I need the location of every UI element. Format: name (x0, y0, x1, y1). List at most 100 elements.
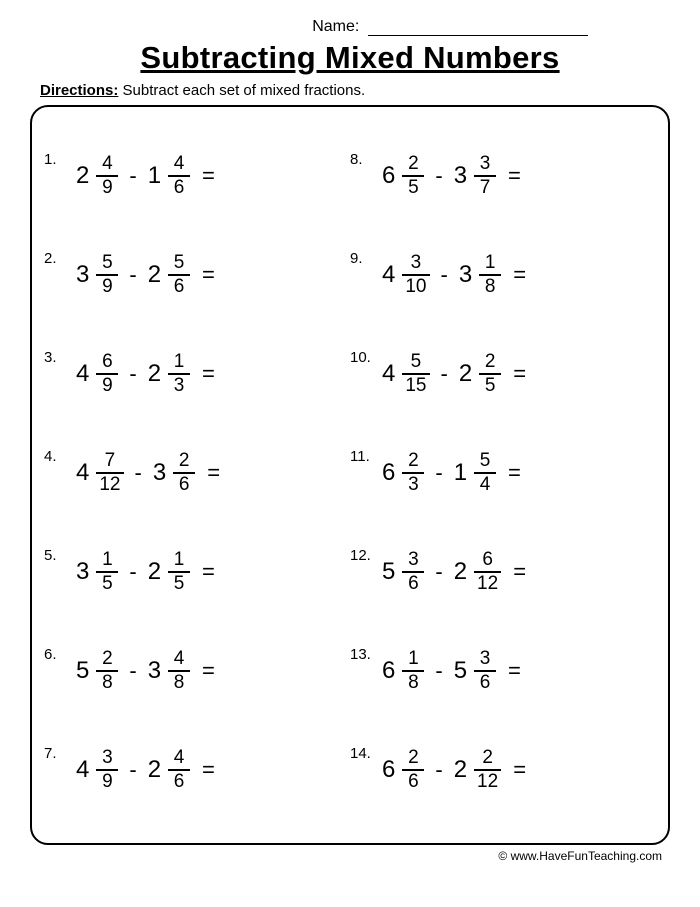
fraction: 36 (474, 649, 496, 692)
denominator: 6 (171, 177, 188, 198)
numerator: 4 (99, 154, 116, 175)
problem-number: 1. (44, 131, 70, 168)
whole-part: 6 (382, 459, 395, 487)
problem: 1.249-146= (44, 131, 350, 221)
whole-part: 1 (148, 162, 161, 190)
problem: 5.315-215= (44, 527, 350, 617)
numerator: 4 (171, 649, 188, 670)
numerator: 3 (477, 154, 494, 175)
fraction: 56 (168, 253, 190, 296)
denominator: 9 (99, 177, 116, 198)
fraction: 15 (96, 550, 118, 593)
mixed-number: 625 (382, 154, 424, 197)
operator-minus: - (135, 460, 142, 486)
mixed-number: 359 (76, 253, 118, 296)
fraction: 612 (474, 550, 501, 593)
whole-part: 2 (454, 756, 467, 784)
denominator: 3 (405, 474, 422, 495)
whole-part: 1 (454, 459, 467, 487)
mixed-number: 528 (76, 649, 118, 692)
page-title: Subtracting Mixed Numbers (30, 40, 670, 76)
problem: 12.536-2612= (350, 527, 656, 617)
fraction: 49 (96, 154, 118, 197)
mixed-number: 536 (382, 550, 424, 593)
problem-number: 4. (44, 428, 70, 465)
fraction: 69 (96, 352, 118, 395)
fraction: 26 (173, 451, 195, 494)
numerator: 7 (102, 451, 119, 472)
whole-part: 2 (76, 162, 89, 190)
whole-part: 3 (76, 558, 89, 586)
problem-number: 5. (44, 527, 70, 564)
fraction: 15 (168, 550, 190, 593)
fraction: 310 (402, 253, 429, 296)
column-left: 1.249-146=2.359-256=3.469-213=4.4712-326… (44, 127, 350, 833)
whole-part: 2 (148, 360, 161, 388)
operator-minus: - (435, 757, 442, 783)
whole-part: 6 (382, 756, 395, 784)
problem-number: 9. (350, 230, 376, 267)
denominator: 12 (474, 771, 501, 792)
problem-number: 3. (44, 329, 70, 366)
fraction: 25 (479, 352, 501, 395)
operator-minus: - (435, 163, 442, 189)
equals-sign: = (202, 757, 215, 783)
operator-minus: - (129, 559, 136, 585)
problem: 2.359-256= (44, 230, 350, 320)
equals-sign: = (508, 460, 521, 486)
fraction: 515 (402, 352, 429, 395)
equals-sign: = (202, 262, 215, 288)
numerator: 1 (99, 550, 116, 571)
problem: 9.4310-318= (350, 230, 656, 320)
whole-part: 4 (76, 360, 89, 388)
mixed-number: 2212 (454, 748, 502, 791)
equals-sign: = (508, 163, 521, 189)
problem-number: 13. (350, 626, 376, 663)
denominator: 8 (99, 672, 116, 693)
denominator: 6 (405, 771, 422, 792)
denominator: 5 (171, 573, 188, 594)
operator-minus: - (129, 163, 136, 189)
whole-part: 2 (148, 756, 161, 784)
name-input-line[interactable] (368, 22, 588, 36)
equals-sign: = (513, 262, 526, 288)
fraction: 37 (474, 154, 496, 197)
numerator: 3 (405, 550, 422, 571)
whole-part: 2 (148, 558, 161, 586)
denominator: 6 (477, 672, 494, 693)
denominator: 6 (405, 573, 422, 594)
whole-part: 2 (454, 558, 467, 586)
numerator: 2 (99, 649, 116, 670)
whole-part: 5 (382, 558, 395, 586)
fraction: 59 (96, 253, 118, 296)
whole-part: 2 (148, 261, 161, 289)
name-line: Name: (30, 18, 670, 36)
fraction: 46 (168, 154, 190, 197)
problem-box: 1.249-146=2.359-256=3.469-213=4.4712-326… (30, 105, 670, 845)
denominator: 15 (402, 375, 429, 396)
directions: Directions: Subtract each set of mixed f… (40, 82, 670, 99)
fraction: 26 (402, 748, 424, 791)
operator-minus: - (435, 559, 442, 585)
whole-part: 5 (76, 657, 89, 685)
operator-minus: - (129, 361, 136, 387)
equals-sign: = (202, 163, 215, 189)
numerator: 1 (171, 550, 188, 571)
mixed-number: 337 (454, 154, 496, 197)
numerator: 6 (479, 550, 496, 571)
mixed-number: 249 (76, 154, 118, 197)
whole-part: 3 (459, 261, 472, 289)
fraction: 18 (402, 649, 424, 692)
mixed-number: 326 (153, 451, 195, 494)
problem: 6.528-348= (44, 626, 350, 716)
numerator: 1 (482, 253, 499, 274)
numerator: 1 (171, 352, 188, 373)
numerator: 2 (482, 352, 499, 373)
problem-number: 10. (350, 329, 376, 366)
problem: 7.439-246= (44, 725, 350, 815)
denominator: 5 (482, 375, 499, 396)
equals-sign: = (513, 757, 526, 783)
numerator: 2 (405, 154, 422, 175)
whole-part: 3 (76, 261, 89, 289)
numerator: 5 (408, 352, 425, 373)
